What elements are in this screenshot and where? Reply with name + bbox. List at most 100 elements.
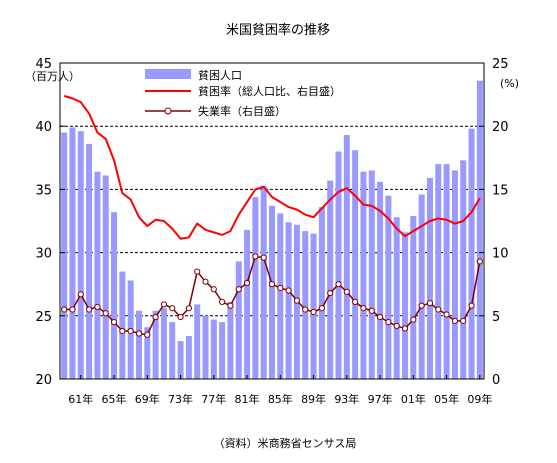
left-axis-unit: （百万人） (25, 70, 80, 83)
unemployment-point (235, 286, 242, 293)
bar (144, 327, 151, 379)
unemployment-point (61, 306, 68, 313)
x-tick-label: 85年 (268, 392, 293, 406)
bar (418, 194, 425, 379)
unemployment-point (426, 300, 434, 307)
left-tick-label: 25 (35, 310, 52, 325)
bar (451, 170, 458, 379)
unemployment-point (77, 291, 84, 298)
legend-swatch-bar (145, 69, 191, 79)
unemployment-point (243, 279, 251, 287)
unemployment-point (194, 268, 201, 275)
left-tick-label: 35 (35, 183, 52, 198)
unemployment-point (460, 317, 467, 324)
bar (426, 178, 433, 379)
unemployment-point (343, 288, 350, 295)
bar (385, 195, 392, 379)
x-tick-label: 73年 (168, 392, 193, 406)
bar (343, 135, 350, 379)
x-tick-label: 77年 (201, 392, 226, 406)
unemployment-point (210, 286, 217, 293)
unemployment-point (443, 311, 450, 318)
unemployment-point (94, 303, 101, 311)
unemployment-point (318, 305, 325, 312)
bar (135, 310, 142, 379)
bar (227, 301, 234, 379)
unemployment-point (102, 310, 109, 317)
unemployment-point (310, 308, 317, 316)
bar (260, 185, 267, 379)
bar (194, 304, 201, 379)
bar (443, 164, 450, 379)
unemployment-point (302, 306, 309, 313)
x-tick-label: 05年 (434, 392, 459, 406)
chart-title: 米国貧困率の推移 (226, 22, 330, 38)
unemployment-point (144, 331, 151, 338)
bar (160, 308, 167, 379)
bar (235, 261, 242, 379)
right-tick-label: 0 (492, 373, 500, 388)
bar (402, 232, 409, 379)
x-tick-label: 89年 (301, 392, 326, 406)
unemployment-point (360, 305, 367, 312)
bar (94, 171, 101, 379)
left-tick-label: 20 (35, 373, 52, 388)
unemployment-point (268, 281, 276, 288)
bar (302, 231, 309, 379)
unemployment-point (468, 302, 475, 309)
bar (252, 196, 259, 379)
x-tick-label: 81年 (235, 392, 260, 406)
bar (352, 150, 359, 379)
x-tick-label: 61年 (68, 392, 93, 406)
bar (269, 205, 275, 379)
unemployment-point (85, 306, 93, 313)
unemployment-point (69, 306, 76, 313)
bar (244, 229, 251, 379)
unemployment-point (401, 325, 409, 332)
bar (169, 322, 176, 379)
bar (410, 215, 417, 379)
bar (368, 170, 375, 379)
source-note: （資料）米商務省センサス局 (214, 436, 357, 450)
unemployment-point (476, 258, 483, 265)
unemployment-point (127, 327, 134, 335)
bar (202, 315, 209, 379)
unemployment-point (376, 313, 384, 321)
unemployment-point (169, 305, 176, 312)
legend-label-poverty-rate: 貧困率（総人口比、右目盛） (198, 84, 341, 98)
unemployment-point (451, 317, 459, 324)
bar (476, 80, 483, 380)
bar (468, 128, 475, 379)
x-tick-label: 09年 (467, 392, 492, 406)
line-series (61, 94, 483, 338)
left-tick-label: 40 (35, 120, 52, 135)
left-tick-label: 45 (35, 57, 52, 72)
x-tick-label: 93年 (334, 392, 359, 406)
bar (285, 222, 292, 379)
bar (219, 322, 226, 379)
legend-label-unemployment: 失業率（右目盛） (198, 104, 286, 118)
x-tick-label: 01年 (401, 392, 426, 406)
bar (210, 319, 217, 379)
unemployment-point (352, 298, 359, 305)
bar (86, 143, 93, 379)
bar (102, 175, 109, 379)
unemployment-point (160, 301, 168, 308)
bar (69, 127, 76, 380)
bar (460, 160, 467, 379)
bar (61, 132, 68, 379)
unemployment-point (327, 289, 334, 297)
right-tick-label: 20 (492, 120, 509, 135)
unemployment-point (335, 281, 342, 288)
legend: 貧困人口 貧困率（総人口比、右目盛） 失業率（右目盛） (145, 69, 341, 118)
bar (185, 336, 192, 379)
unemployment-point (435, 306, 442, 313)
right-axis-unit: (%) (500, 77, 519, 90)
unemployment-point (368, 307, 375, 314)
bar (360, 171, 367, 379)
bar (277, 213, 284, 379)
unemployment-point (152, 313, 159, 321)
poverty-rate-line (63, 94, 481, 240)
right-tick-label: 5 (492, 310, 500, 325)
